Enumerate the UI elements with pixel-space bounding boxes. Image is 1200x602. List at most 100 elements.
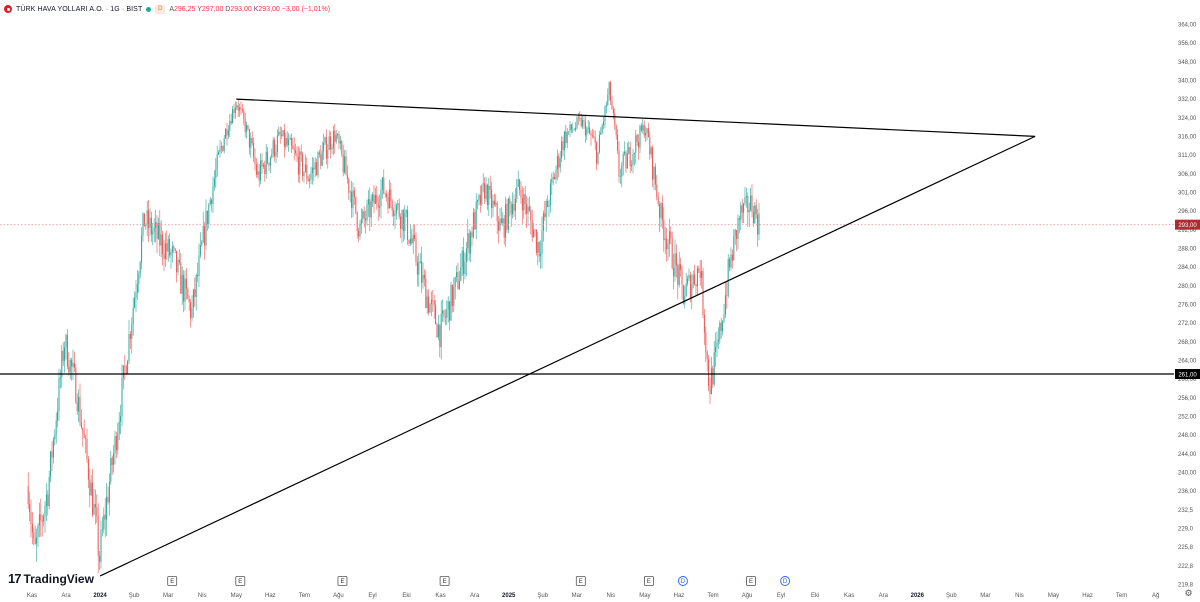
candle-body — [96, 507, 98, 516]
price-tick-label: 364,00 — [1178, 23, 1197, 29]
candle-body — [360, 218, 362, 224]
candle-body — [338, 134, 340, 144]
candle-body — [325, 137, 327, 159]
earnings-marker[interactable] — [575, 576, 586, 586]
time-axis[interactable]: Kas Ara 2024 Şub Mar Nis May Haz Tem Ağu Eyl Eki Kas… — [27, 593, 1159, 599]
candle-body — [409, 238, 411, 244]
candle-body — [694, 274, 696, 285]
candle-body — [488, 185, 490, 206]
earnings-marker[interactable] — [644, 576, 654, 586]
candle-body — [614, 113, 616, 126]
candle-body — [412, 234, 414, 244]
candle-body — [744, 196, 746, 204]
candle-body — [460, 266, 462, 281]
candle-body — [705, 332, 707, 352]
candle-body — [633, 152, 635, 155]
candle-body — [148, 210, 150, 228]
candle-body — [33, 532, 35, 539]
candle-body — [381, 177, 383, 190]
candle-body — [185, 278, 187, 289]
symbol-title[interactable]: TÜRK HAVA YOLLARI A.O. · 1G · BIST — [16, 5, 143, 13]
candle-body — [747, 196, 749, 213]
candle-body — [125, 366, 127, 375]
candle-body — [369, 199, 371, 218]
candle-body — [555, 169, 557, 180]
candle-body — [673, 268, 675, 277]
candle-body — [50, 451, 52, 477]
price-tick-label: 301,00 — [1178, 191, 1197, 197]
time-tick-label: Ara — [470, 593, 480, 599]
price-tick-label: 229,0 — [1178, 527, 1194, 533]
candle-body — [65, 335, 67, 348]
candle-body — [573, 129, 575, 131]
candle-body — [138, 274, 140, 285]
candle-body — [432, 299, 434, 301]
price-axis[interactable]: 364,00 356,00 348,00 340,00 332,00 324,00 316,… — [1175, 23, 1200, 589]
candle-body — [78, 396, 80, 412]
trendline-lower[interactable] — [99, 135, 1036, 577]
candle-body — [218, 152, 220, 155]
candle-body — [79, 396, 81, 423]
candle-body — [684, 295, 686, 304]
candle-body — [475, 202, 477, 230]
candle-body — [272, 140, 274, 155]
candle-body — [499, 218, 501, 231]
candle-body — [461, 250, 463, 267]
earnings-marker[interactable] — [337, 576, 348, 586]
candle-body — [204, 225, 206, 246]
candle-body — [719, 322, 721, 340]
gear-icon[interactable]: ⚙ — [1184, 588, 1193, 598]
candle-body — [575, 127, 577, 130]
candle-body — [442, 310, 444, 314]
candle-body — [591, 135, 593, 137]
candle-body — [155, 222, 157, 228]
low-label: D — [225, 5, 231, 13]
candle-body — [110, 457, 112, 482]
candle-body — [750, 195, 752, 211]
candle-body — [82, 427, 84, 434]
candle-body — [495, 202, 497, 205]
candle-body — [481, 184, 483, 205]
candle-body — [327, 150, 329, 159]
earnings-marker[interactable] — [167, 576, 178, 586]
candle-body — [523, 194, 525, 211]
time-tick-label: Haz — [1082, 593, 1093, 599]
time-tick-label: Eki — [402, 593, 410, 599]
candle-body — [316, 162, 318, 176]
price-tick-label: 296,00 — [1178, 209, 1197, 215]
dividend-marker[interactable] — [678, 576, 688, 586]
candle-body — [69, 359, 71, 373]
candle-body — [184, 278, 186, 302]
trendline-upper[interactable] — [236, 98, 1036, 137]
time-tick-label: Haz — [674, 593, 685, 599]
close-value: 293,00 — [258, 5, 280, 13]
time-tick-label: 2025 — [502, 593, 516, 599]
time-tick-label: Tem — [299, 593, 310, 599]
candle-body — [685, 283, 687, 296]
candle-body — [446, 309, 448, 318]
candle-body — [117, 433, 119, 451]
candle-body — [299, 151, 301, 175]
candle-body — [625, 151, 627, 169]
tradingview-logo[interactable]: 17 TradingView — [8, 571, 94, 586]
candle-body — [99, 555, 101, 562]
candle-body — [453, 286, 455, 306]
candle-body — [104, 514, 106, 520]
candle-body — [405, 209, 407, 214]
earnings-marker[interactable] — [439, 576, 450, 586]
data-badge[interactable]: D — [155, 4, 166, 14]
earnings-marker[interactable] — [746, 576, 756, 586]
candle-body — [741, 205, 743, 213]
time-tick-label: Tem — [707, 593, 718, 599]
low-value: 293,00 — [230, 5, 252, 13]
candle-body — [554, 176, 556, 180]
candle-body — [92, 482, 94, 515]
market-status-icon — [146, 6, 152, 12]
candle-body — [528, 206, 530, 211]
earnings-marker[interactable] — [235, 576, 246, 586]
dividend-marker[interactable] — [780, 576, 791, 586]
candle-body — [134, 297, 136, 308]
candle-body — [572, 129, 574, 131]
candle-body — [632, 154, 634, 165]
